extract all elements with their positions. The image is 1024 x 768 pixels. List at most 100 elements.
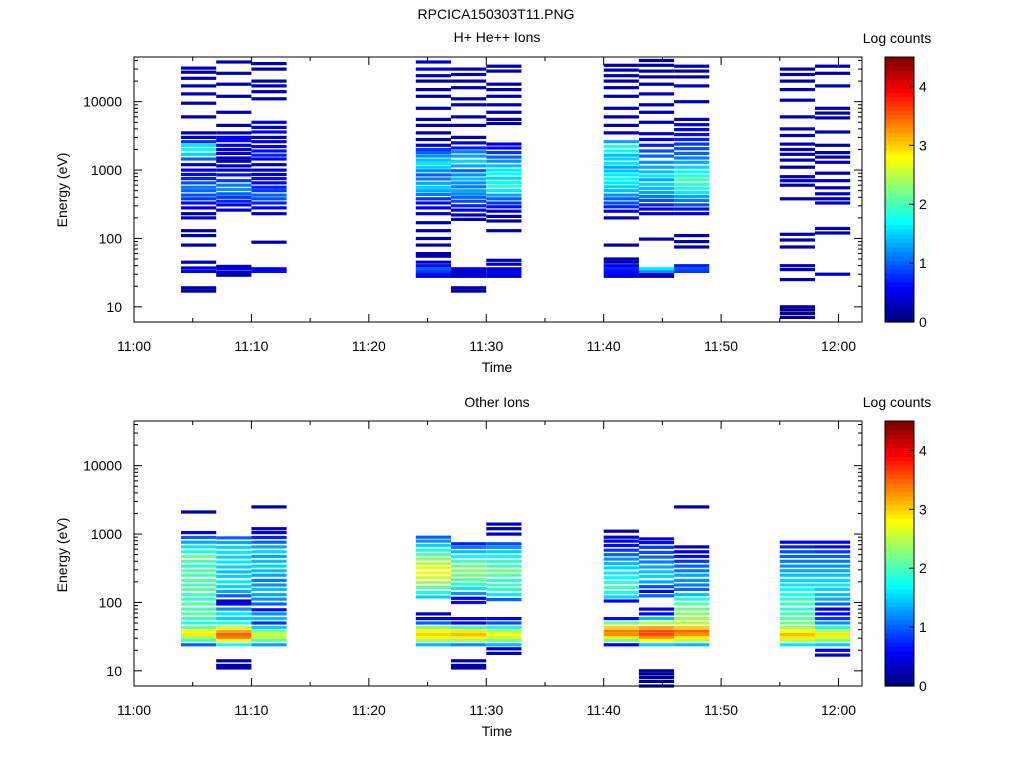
- heatmap-cell: [779, 573, 815, 577]
- heatmap-cell: [815, 540, 851, 544]
- y-tick-label: 100: [99, 594, 123, 610]
- heatmap-cell: [674, 583, 710, 587]
- heatmap-cell: [779, 578, 815, 582]
- heatmap-cell: [486, 573, 522, 577]
- colorbar-segment: [885, 87, 914, 93]
- heatmap-cell: [415, 123, 451, 127]
- heatmap-cell: [251, 84, 287, 88]
- heatmap-cell: [451, 204, 487, 208]
- colorbar-segment: [885, 597, 914, 603]
- heatmap-cell: [251, 632, 287, 637]
- heatmap-cell: [415, 206, 451, 210]
- x-tick-label: 11:20: [352, 702, 386, 718]
- heatmap-cell: [251, 597, 287, 601]
- heatmap-cell: [216, 607, 252, 611]
- heatmap-cell: [181, 163, 217, 167]
- heatmap-cell: [674, 186, 710, 190]
- heatmap-cell: [779, 88, 815, 92]
- heatmap-cell: [815, 625, 851, 630]
- colorbar-segment: [885, 615, 914, 621]
- heatmap-cell: [181, 510, 217, 514]
- heatmap-cell: [415, 236, 451, 241]
- heatmap-cell: [415, 269, 451, 273]
- heatmap-cell: [451, 115, 487, 119]
- heatmap-cell: [603, 632, 639, 637]
- colorbar-segment: [885, 202, 914, 208]
- heatmap-cell: [415, 154, 451, 158]
- heatmap-cell: [638, 170, 675, 174]
- heatmap-cell: [486, 94, 522, 98]
- heatmap-cell: [603, 586, 639, 590]
- heatmap-cell: [815, 186, 851, 190]
- heatmap-cell: [603, 625, 639, 630]
- heatmap-cell: [779, 133, 815, 138]
- heatmap-cell: [181, 625, 217, 630]
- heatmap-cell: [181, 229, 217, 233]
- heatmap-cell: [674, 635, 710, 639]
- heatmap-cell: [451, 573, 487, 577]
- heatmap-cell: [638, 69, 675, 73]
- heatmap-cell: [603, 161, 639, 165]
- heatmap-cell: [451, 542, 487, 546]
- colorbar-segment: [885, 229, 914, 235]
- heatmap-cell: [451, 586, 487, 591]
- heatmap-cell: [216, 173, 252, 177]
- heatmap-cell: [451, 554, 487, 559]
- x-tick-label: 12:00: [821, 338, 856, 354]
- y-tick-label: 1000: [91, 162, 122, 178]
- colorbar-segment: [885, 277, 914, 283]
- heatmap-cell: [216, 545, 252, 549]
- colorbar-segment: [885, 434, 914, 440]
- colorbar-segment: [885, 588, 914, 594]
- colorbar-segment: [885, 425, 914, 431]
- heatmap-cell: [415, 94, 451, 98]
- heatmap-cell: [216, 147, 252, 152]
- colorbar-segment: [885, 496, 914, 502]
- heatmap-cell: [216, 565, 252, 569]
- heatmap-cell: [181, 212, 217, 216]
- heatmap-cell: [451, 159, 487, 163]
- heatmap-cell: [415, 137, 451, 142]
- colorbar-segment: [885, 606, 914, 612]
- colorbar-segment: [885, 663, 914, 669]
- colorbar-segment: [885, 500, 914, 506]
- heatmap-cell: [216, 663, 252, 667]
- heatmap-cell: [779, 142, 815, 146]
- heatmap-cell: [181, 578, 217, 582]
- heatmap-cell: [603, 94, 639, 98]
- heatmap-cell: [251, 635, 287, 639]
- heatmap-cell: [486, 146, 522, 150]
- colorbar-segment: [885, 429, 914, 435]
- heatmap-cell: [486, 638, 522, 642]
- heatmap-cell: [451, 135, 487, 139]
- colorbar-segment: [885, 189, 914, 195]
- colorbar-segment: [885, 118, 914, 124]
- heatmap-cell: [451, 150, 487, 154]
- heatmap-cell: [415, 117, 451, 121]
- colorbar-segment: [885, 216, 914, 222]
- heatmap-cell: [638, 160, 675, 164]
- heatmap-cell: [674, 84, 710, 88]
- heatmap-cell: [638, 274, 675, 278]
- heatmap-cell: [216, 635, 252, 639]
- heatmap-cell: [451, 272, 487, 276]
- colorbar-segment: [885, 273, 914, 279]
- heatmap-cell: [603, 566, 639, 570]
- plot-axes: 11:00 11:10 11:20 11:30 11:40 11:50 12:00 10 100…: [83, 420, 863, 718]
- heatmap-cell: [638, 675, 675, 680]
- heatmap-cell: [251, 638, 287, 642]
- x-tick-label: 11:40: [587, 338, 621, 354]
- heatmap-cell: [181, 140, 217, 144]
- heatmap-cell: [181, 540, 217, 544]
- heatmap-cell: [451, 289, 487, 293]
- heatmap-cell: [451, 97, 487, 101]
- heatmap-cell: [638, 537, 675, 541]
- colorbar-segment: [885, 681, 914, 687]
- heatmap-cell: [451, 545, 487, 549]
- heatmap-cell: [181, 573, 217, 577]
- heatmap-cell: [486, 88, 522, 92]
- heatmap-cell: [674, 612, 710, 616]
- heatmap-cell: [181, 593, 217, 597]
- colorbar-segment: [885, 291, 914, 297]
- colorbar-segment: [885, 282, 914, 288]
